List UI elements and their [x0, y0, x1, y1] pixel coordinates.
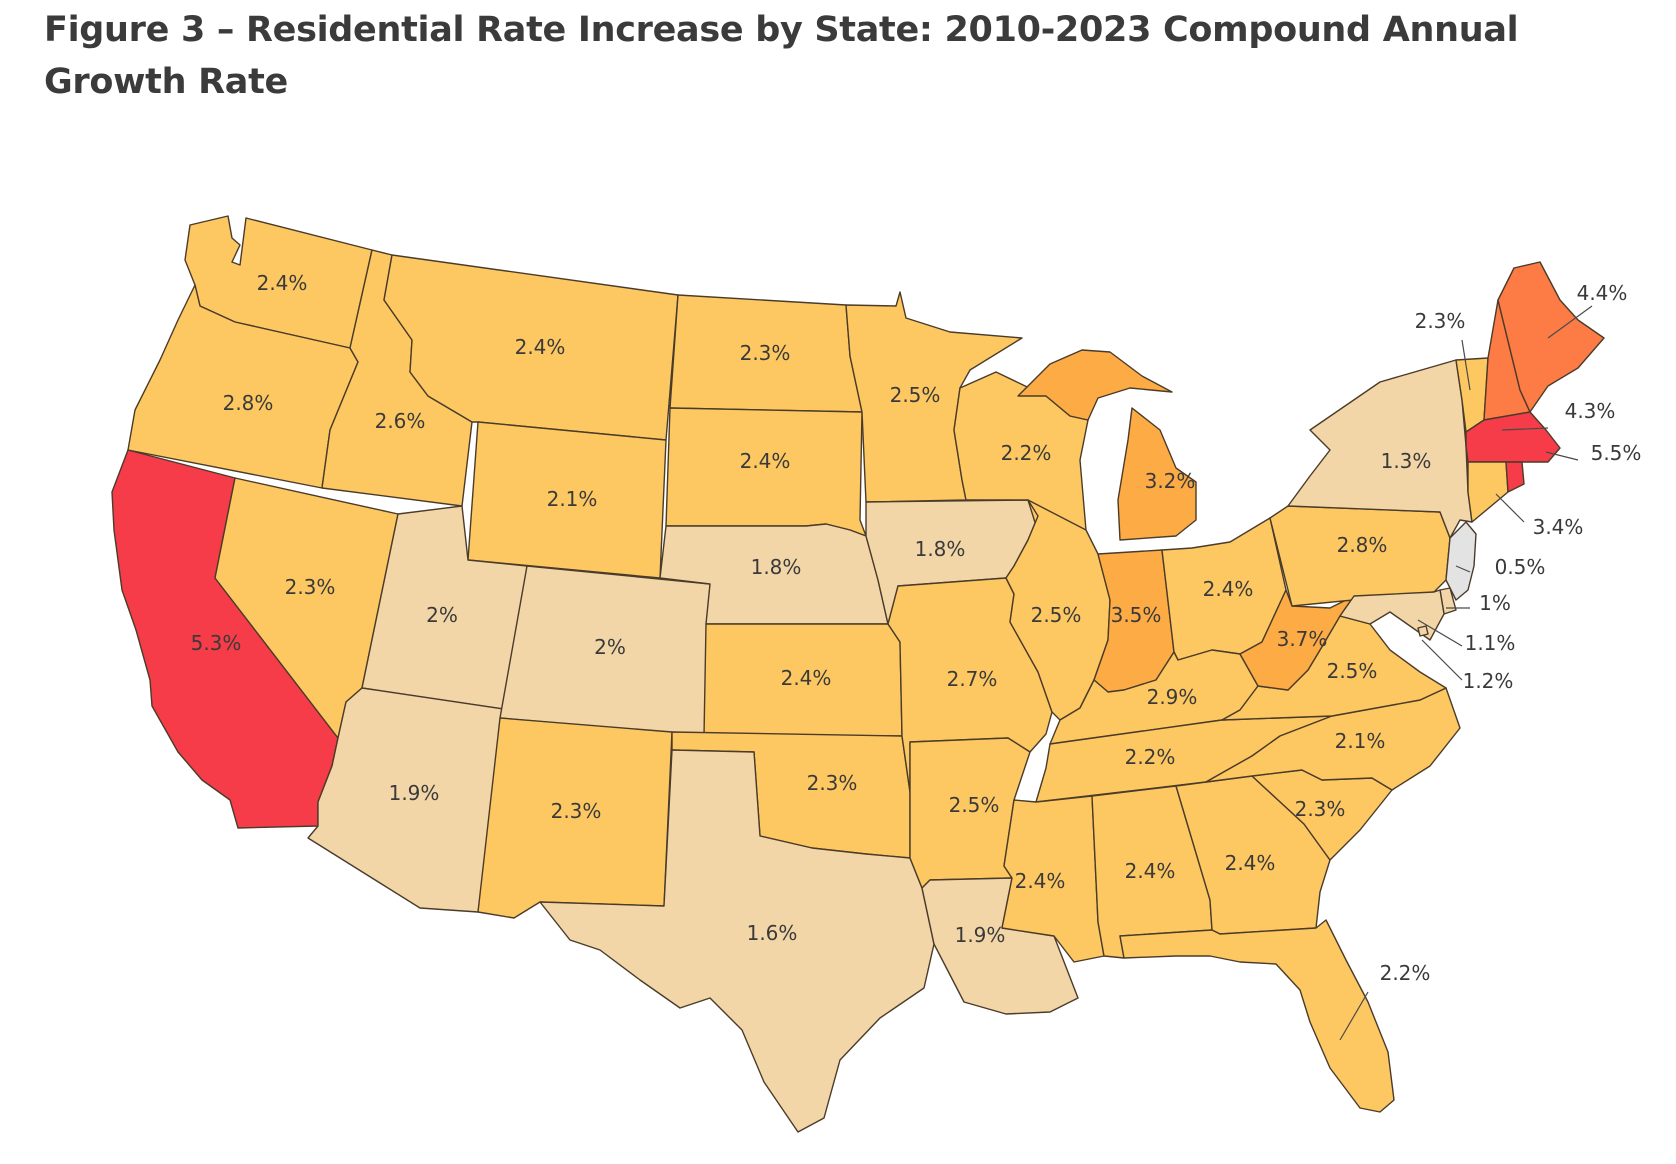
state-label-tx: 1.6% — [747, 921, 798, 945]
state-label-ks: 2.4% — [781, 666, 832, 690]
state-label-la: 1.9% — [955, 923, 1006, 947]
state-label-il: 2.5% — [1031, 603, 1082, 627]
state-label-ky: 2.9% — [1147, 685, 1198, 709]
state-label-de: 1% — [1479, 591, 1511, 615]
state-label-co: 2% — [594, 635, 626, 659]
state-label-ms: 2.4% — [1015, 869, 1066, 893]
state-nc — [1205, 687, 1461, 791]
state-label-id: 2.6% — [375, 409, 426, 433]
state-label-va: 2.5% — [1327, 659, 1378, 683]
leader-line-me — [1547, 305, 1593, 339]
state-label-ut: 2% — [426, 603, 458, 627]
state-label-dc: 1.2% — [1463, 669, 1514, 693]
state-label-al: 2.4% — [1125, 859, 1176, 883]
leader-line-fl — [1339, 991, 1369, 1041]
state-label-ca: 5.3% — [191, 631, 242, 655]
state-label-wa: 2.4% — [257, 271, 308, 295]
state-label-ma: 5.5% — [1591, 441, 1642, 465]
state-label-md: 1.1% — [1465, 631, 1516, 655]
state-label-wy: 2.1% — [547, 487, 598, 511]
state-label-tn: 2.2% — [1125, 745, 1176, 769]
state-label-nh: 4.3% — [1565, 399, 1616, 423]
state-me — [1497, 261, 1605, 413]
state-label-mt: 2.4% — [515, 335, 566, 359]
state-mt — [383, 254, 679, 441]
state-dc — [1417, 625, 1429, 637]
leader-line-ct — [1495, 493, 1525, 523]
state-label-in: 3.5% — [1111, 603, 1162, 627]
state-nj — [1445, 521, 1477, 601]
state-fl — [1119, 919, 1395, 1113]
state-ct — [1467, 461, 1509, 523]
state-label-fl: 2.2% — [1380, 961, 1431, 985]
state-label-sc: 2.3% — [1295, 797, 1346, 821]
state-label-nv: 2.3% — [285, 575, 336, 599]
state-label-mo: 2.7% — [947, 667, 998, 691]
state-ny — [1287, 359, 1473, 539]
state-label-nd: 2.3% — [740, 341, 791, 365]
state-label-vt: 2.3% — [1415, 309, 1466, 333]
state-label-sd: 2.4% — [740, 449, 791, 473]
state-label-or: 2.8% — [223, 391, 274, 415]
leader-line-dc — [1421, 639, 1463, 681]
state-label-pa: 2.8% — [1337, 533, 1388, 557]
state-label-wi: 2.2% — [1001, 441, 1052, 465]
state-label-nj: 0.5% — [1495, 555, 1546, 579]
state-label-mn: 2.5% — [890, 383, 941, 407]
state-label-mi: 3.2% — [1145, 469, 1196, 493]
state-label-wv: 3.7% — [1277, 627, 1328, 651]
state-label-ia: 1.8% — [915, 537, 966, 561]
figure-title: Figure 3 – Residential Rate Increase by … — [44, 10, 1519, 102]
leader-line-nj — [1455, 565, 1471, 573]
state-mi — [1017, 349, 1197, 541]
state-ri — [1505, 461, 1525, 493]
state-la — [921, 877, 1079, 1015]
state-label-ok: 2.3% — [807, 771, 858, 795]
leader-line-ma — [1545, 451, 1579, 461]
leader-line-vt — [1461, 339, 1471, 391]
state-label-ne: 1.8% — [751, 555, 802, 579]
state-label-ny: 1.3% — [1381, 449, 1432, 473]
state-label-ct: 3.4% — [1533, 515, 1584, 539]
state-label-ar: 2.5% — [949, 793, 1000, 817]
state-label-az: 1.9% — [389, 781, 440, 805]
state-label-nc: 2.1% — [1335, 729, 1386, 753]
leader-line-md — [1417, 619, 1463, 647]
state-label-ga: 2.4% — [1225, 851, 1276, 875]
leader-line-nh — [1501, 427, 1549, 431]
state-tx — [539, 749, 935, 1133]
state-label-oh: 2.4% — [1203, 577, 1254, 601]
state-label-nm: 2.3% — [551, 799, 602, 823]
state-label-me: 4.4% — [1577, 281, 1628, 305]
